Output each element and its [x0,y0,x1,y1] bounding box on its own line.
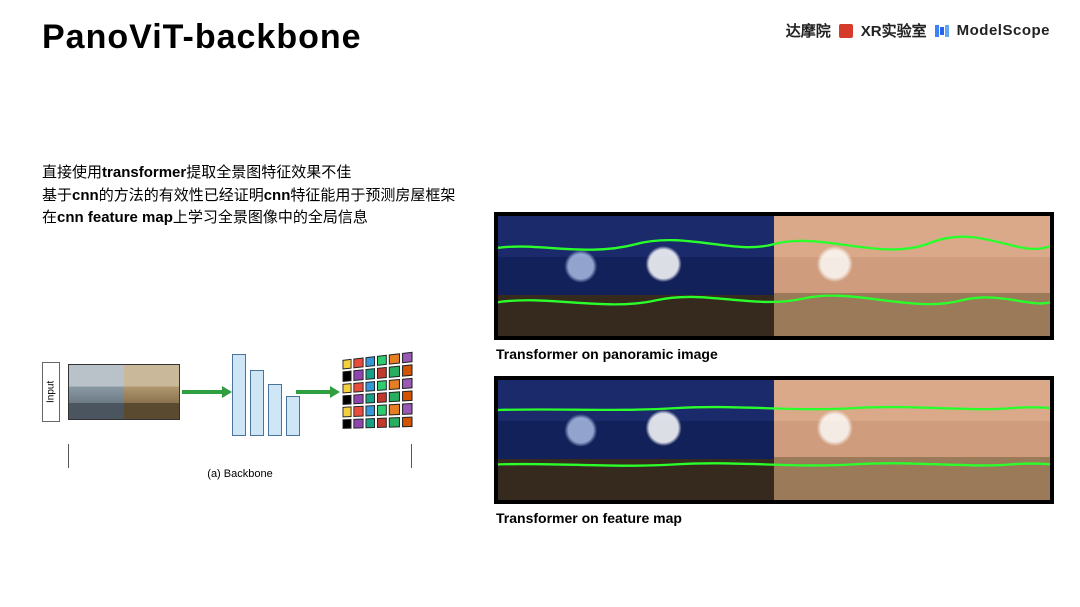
overlay-lines-1 [498,216,1050,336]
damo-icon [839,24,853,38]
backbone-diagram: Input (a) Backbone [42,340,422,500]
cnn-blocks [232,350,300,436]
header-logos: 达摩院 XR实验室 ModelScope [786,20,1050,41]
overlay-lines-2 [498,380,1050,500]
bullet-list: 直接使用transformer提取全景图特征效果不佳 基于cnn的方法的有效性已… [42,162,455,230]
xrlab-text: XR实验室 [861,20,927,41]
modelscope-text: ModelScope [957,22,1050,39]
caption-2: Transformer on feature map [496,510,1054,526]
comparison-column: Transformer on panoramic image Transform… [494,212,1054,540]
damo-text: 达摩院 [786,20,831,41]
bullet-1: 直接使用transformer提取全景图特征效果不佳 [42,162,455,185]
diagram-bracket-label: (a) Backbone [68,468,412,480]
caption-1: Transformer on panoramic image [496,346,1054,362]
page-title: PanoViT-backbone [42,18,362,57]
pano-strip-2 [494,376,1054,504]
modelscope-icon [935,25,949,37]
arrow-icon [296,390,332,394]
pano-strip-1 [494,212,1054,340]
input-label: Input [42,362,60,422]
input-pano-thumb [68,364,180,420]
arrow-icon [182,390,224,394]
bullet-2: 基于cnn的方法的有效性已经证明cnn特征能用于预测房屋框架 [42,185,455,208]
feature-map-grid [343,352,413,429]
bullet-3: 在cnn feature map上学习全景图像中的全局信息 [42,207,455,230]
